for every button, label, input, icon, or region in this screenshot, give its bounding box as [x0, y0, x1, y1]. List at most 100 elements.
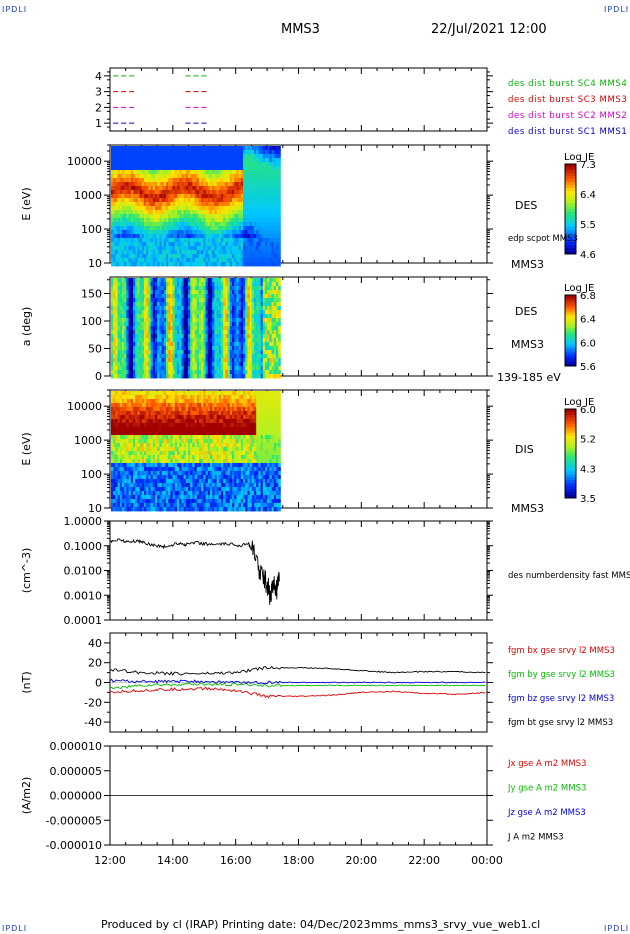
- spectrogram-cell: [170, 226, 173, 231]
- spectrogram-cell: [119, 391, 123, 396]
- spectrogram-cell: [232, 322, 235, 327]
- spectrogram-cell: [205, 202, 209, 207]
- spectrogram-cell: [214, 286, 217, 291]
- spectrogram-cell: [247, 330, 250, 335]
- spectrogram-cell: [267, 226, 270, 231]
- spectrogram-cell: [203, 254, 206, 259]
- spectrogram-cell: [179, 234, 182, 239]
- spectrogram-cell: [225, 366, 228, 371]
- spectrogram-cell: [113, 467, 116, 472]
- spectrogram-cell: [130, 162, 134, 167]
- spectrogram-cell: [247, 278, 250, 283]
- spectrogram-cell: [126, 411, 129, 416]
- spectrogram-cell: [111, 238, 114, 243]
- spectrogram-cell: [128, 242, 132, 247]
- spectrogram-cell: [223, 342, 226, 347]
- spectrogram-cell: [170, 374, 173, 379]
- colorbar-cell-des_p: [565, 344, 576, 348]
- spectrogram-cell: [190, 170, 193, 175]
- spectrogram-cell: [113, 491, 116, 496]
- colorbar-cell-des_p: [565, 351, 576, 355]
- spectrogram-cell: [269, 350, 272, 355]
- spectrogram-cell: [183, 178, 187, 183]
- spectrogram-cell: [144, 354, 147, 359]
- spectrogram-cell: [216, 374, 220, 379]
- spectrogram-cell: [117, 218, 121, 223]
- spectrogram-cell: [216, 206, 220, 211]
- spectrogram-cell: [205, 250, 209, 255]
- spectrogram-cell: [146, 286, 149, 291]
- spectrogram-cell: [249, 306, 253, 311]
- colorbar-cell-des_p: [565, 302, 576, 305]
- spectrogram-cell: [155, 202, 158, 207]
- spectrogram-cell: [245, 358, 248, 363]
- spectrogram-cell: [150, 366, 154, 371]
- spectrogram-cell: [133, 310, 136, 315]
- spectrogram-cell: [155, 166, 158, 171]
- spectrogram-cell: [188, 302, 191, 307]
- spectrogram-cell: [229, 222, 233, 227]
- spectrogram-cell: [203, 242, 206, 247]
- spectrogram-cell: [111, 170, 114, 175]
- spectrogram-cell: [183, 342, 187, 347]
- spectrogram-cell: [212, 286, 215, 291]
- spectrogram-cell: [174, 190, 178, 195]
- spectrogram-cell: [216, 218, 220, 223]
- spectrogram-cell: [124, 362, 127, 367]
- spectrogram-cell: [260, 298, 264, 303]
- spectrogram-cell: [212, 290, 215, 295]
- spectrogram-cell: [216, 246, 220, 251]
- spectrogram-cell: [199, 174, 202, 179]
- spectrogram-cell: [229, 250, 233, 255]
- spectrogram-cell: [135, 411, 138, 416]
- spectrogram-cell: [203, 310, 206, 315]
- spectrogram-cell: [210, 214, 213, 219]
- spectrogram-cell: [170, 262, 173, 267]
- spectrogram-cell: [256, 334, 259, 339]
- spectrogram-cell: [170, 346, 173, 351]
- spectrogram-cell: [172, 150, 176, 155]
- spectrogram-cell: [247, 250, 250, 255]
- spectrogram-cell: [260, 374, 264, 379]
- spectrogram-cell: [181, 242, 184, 247]
- spectrogram-cell: [247, 306, 250, 311]
- colorbar-cell-des_p: [565, 323, 576, 327]
- spectrogram-cell: [155, 282, 158, 287]
- spectrogram-cell: [155, 286, 158, 291]
- spectrogram-cell: [218, 366, 222, 371]
- spectrogram-cell: [135, 238, 138, 243]
- spectrogram-cell: [152, 282, 156, 287]
- spectrogram-cell: [249, 210, 253, 215]
- spectrogram-cell: [210, 370, 213, 375]
- spectrogram-cell: [139, 242, 143, 247]
- spectrogram-cell: [273, 318, 277, 323]
- spectrogram-cell: [207, 262, 211, 267]
- spectrogram-cell: [155, 298, 158, 303]
- spectrogram-cell: [210, 358, 213, 363]
- spectrogram-cell: [212, 354, 215, 359]
- spectrogram-cell: [276, 198, 279, 203]
- spectrogram-cell: [177, 318, 180, 323]
- spectrogram-cell: [144, 306, 147, 311]
- spectrogram-cell: [225, 258, 228, 263]
- corner-label-top-left: IPDLI: [2, 5, 28, 14]
- spectrogram-cell: [251, 334, 255, 339]
- spectrogram-cell: [207, 242, 211, 247]
- spectrogram-cell: [254, 146, 257, 151]
- spectrogram-cell: [170, 354, 173, 359]
- spectrogram-cell: [205, 334, 209, 339]
- spectrogram-cell: [168, 338, 171, 343]
- spectrogram-cell: [188, 310, 191, 315]
- spectrogram-cell: [119, 346, 123, 351]
- spectrogram-cell: [117, 230, 121, 235]
- spectrogram-cell: [199, 310, 202, 315]
- spectrogram-cell: [177, 370, 180, 375]
- spectrogram-cell: [163, 198, 167, 203]
- spectrogram-cell: [183, 290, 187, 295]
- spectrogram-cell: [207, 246, 211, 251]
- spectrogram-cell: [207, 362, 211, 367]
- spectrogram-cell: [216, 290, 220, 295]
- spectrogram-cell: [124, 258, 127, 263]
- spectrogram-cell: [199, 338, 202, 343]
- spectrogram-cell: [203, 234, 206, 239]
